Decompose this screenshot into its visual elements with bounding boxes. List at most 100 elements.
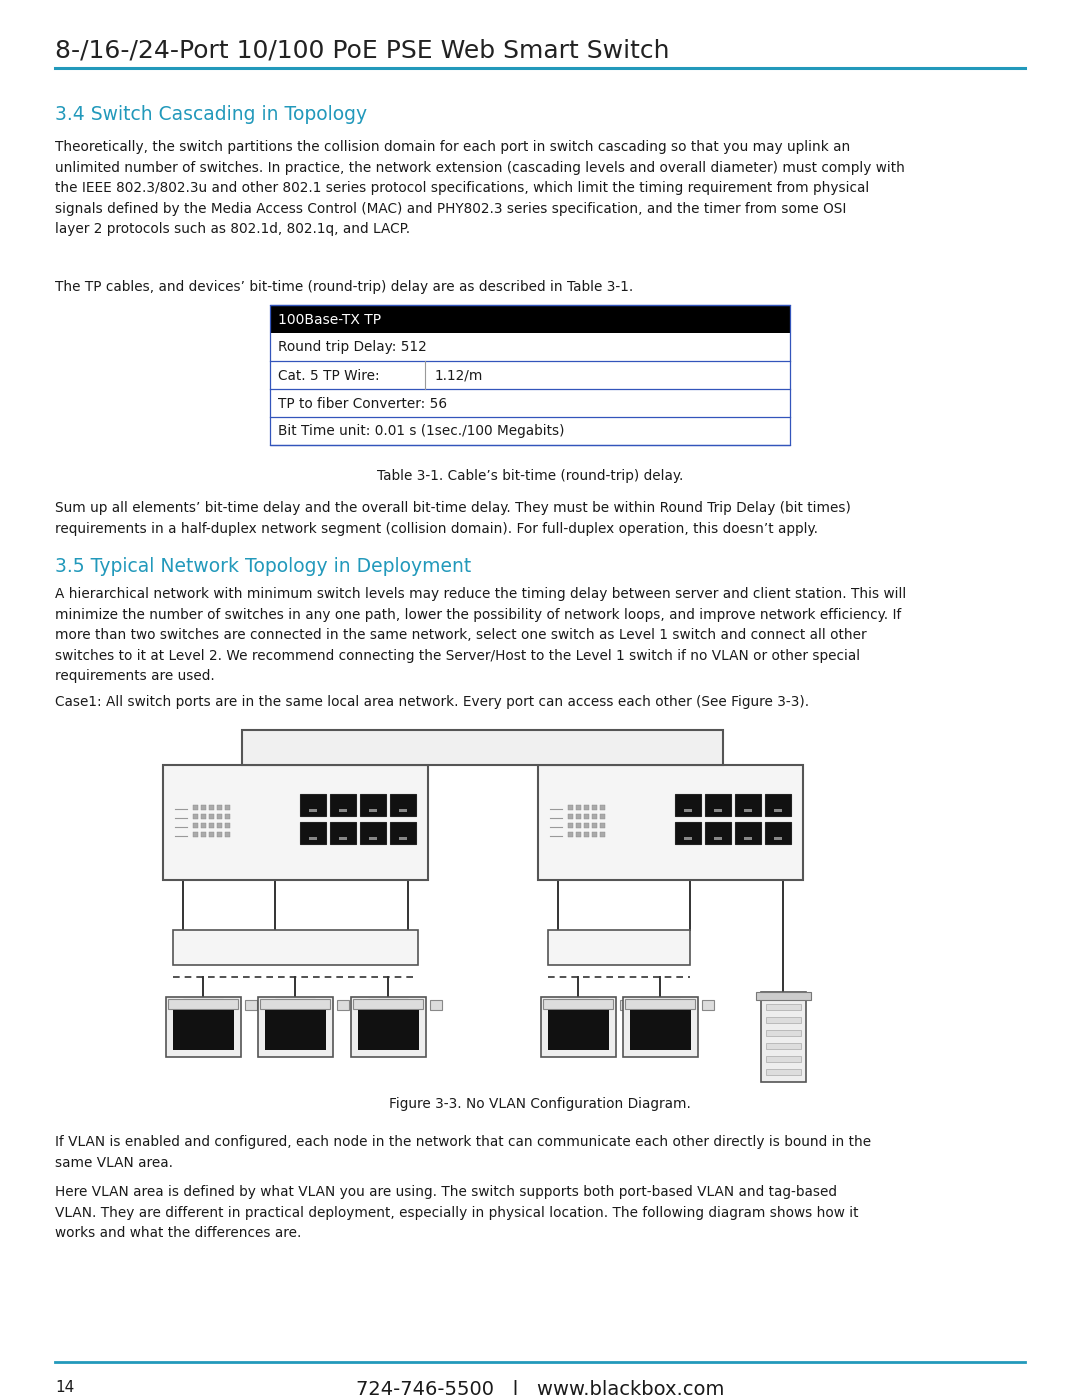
Text: Bit Time unit: 0.01 s (1sec./100 Megabits): Bit Time unit: 0.01 s (1sec./100 Megabit…	[278, 425, 565, 439]
Bar	[192, 823, 198, 827]
Bar	[583, 805, 589, 809]
Bar	[572, 1004, 582, 1017]
Bar	[357, 1010, 419, 1051]
Bar	[274, 999, 314, 1007]
Text: Theoretically, the switch partitions the collision domain for each port in switc: Theoretically, the switch partitions the…	[55, 140, 905, 236]
Bar	[766, 1017, 800, 1023]
Bar	[576, 831, 581, 837]
Bar	[540, 997, 616, 1058]
Bar	[705, 821, 731, 844]
Bar	[714, 837, 723, 840]
Bar	[735, 821, 761, 844]
Bar	[270, 332, 789, 360]
Text: 3.5 Typical Network Topology in Deployment: 3.5 Typical Network Topology in Deployme…	[55, 557, 471, 576]
Bar	[259, 999, 329, 1009]
Bar	[390, 793, 416, 816]
Text: 1.12/m: 1.12/m	[435, 369, 484, 383]
Bar	[367, 999, 407, 1007]
Bar	[257, 997, 333, 1058]
Bar	[390, 821, 416, 844]
Bar	[592, 813, 596, 819]
Bar	[766, 1044, 800, 1049]
Bar	[192, 813, 198, 819]
Text: Round trip Delay: 512: Round trip Delay: 512	[278, 341, 427, 355]
Bar	[216, 831, 221, 837]
Bar	[567, 823, 572, 827]
Bar	[685, 809, 692, 812]
Bar	[744, 809, 753, 812]
Bar	[675, 793, 701, 816]
Bar	[270, 360, 789, 388]
Bar	[244, 1000, 257, 1010]
Bar	[567, 805, 572, 809]
Text: Table 3-1. Cable’s bit-time (round-trip) delay.: Table 3-1. Cable’s bit-time (round-trip)…	[377, 469, 684, 483]
Bar	[192, 805, 198, 809]
Bar	[339, 809, 348, 812]
Bar	[216, 805, 221, 809]
Bar	[300, 793, 326, 816]
Bar	[339, 837, 348, 840]
Bar	[766, 1030, 800, 1037]
Bar	[208, 823, 214, 827]
Text: Figure 3-3. No VLAN Configuration Diagram.: Figure 3-3. No VLAN Configuration Diagra…	[389, 1097, 691, 1111]
Bar	[208, 831, 214, 837]
Bar	[702, 1000, 714, 1010]
Bar	[369, 837, 377, 840]
Text: 3.4 Switch Cascading in Topology: 3.4 Switch Cascading in Topology	[55, 105, 367, 124]
Bar	[400, 837, 407, 840]
Text: 14: 14	[55, 1380, 75, 1396]
Bar	[309, 809, 318, 812]
Bar	[382, 1004, 392, 1017]
Bar	[766, 821, 792, 844]
Bar	[599, 823, 605, 827]
Bar	[361, 793, 387, 816]
Bar	[576, 805, 581, 809]
Bar	[576, 823, 581, 827]
Bar	[289, 1004, 299, 1017]
Bar	[225, 813, 229, 819]
Text: Case1: All switch ports are in the same local area network. Every port can acces: Case1: All switch ports are in the same …	[55, 694, 809, 710]
Bar	[766, 1056, 800, 1062]
Bar	[640, 999, 680, 1007]
Bar	[270, 388, 789, 416]
Bar	[201, 813, 205, 819]
Bar	[265, 1010, 325, 1051]
Bar	[714, 809, 723, 812]
Bar	[548, 930, 690, 965]
Text: The TP cables, and devices’ bit-time (round-trip) delay are as described in Tabl: The TP cables, and devices’ bit-time (ro…	[55, 279, 633, 293]
Text: Sum up all elements’ bit-time delay and the overall bit-time delay. They must be: Sum up all elements’ bit-time delay and …	[55, 502, 851, 535]
Text: If VLAN is enabled and configured, each node in the network that can communicate: If VLAN is enabled and configured, each …	[55, 1134, 872, 1169]
Bar	[361, 821, 387, 844]
Bar	[623, 997, 698, 1058]
Bar	[557, 999, 597, 1007]
Bar	[774, 809, 782, 812]
Bar	[225, 805, 229, 809]
Bar	[774, 837, 782, 840]
Bar	[630, 1010, 691, 1051]
Bar	[654, 1004, 665, 1017]
Bar	[216, 823, 221, 827]
Bar	[567, 813, 572, 819]
Bar	[620, 1000, 632, 1010]
Bar	[201, 805, 205, 809]
Bar	[192, 831, 198, 837]
Bar	[705, 793, 731, 816]
Bar	[173, 930, 418, 965]
Bar	[225, 831, 229, 837]
Text: 724-746-5500   l   www.blackbox.com: 724-746-5500 l www.blackbox.com	[355, 1380, 725, 1397]
Bar	[270, 305, 789, 332]
Bar	[567, 831, 572, 837]
Bar	[583, 831, 589, 837]
Bar	[330, 793, 356, 816]
Bar	[760, 992, 806, 1083]
Text: A hierarchical network with minimum switch levels may reduce the timing delay be: A hierarchical network with minimum swit…	[55, 587, 906, 683]
Bar	[592, 831, 596, 837]
Bar	[162, 766, 428, 880]
Bar	[183, 999, 222, 1007]
Bar	[735, 793, 761, 816]
Bar	[309, 837, 318, 840]
Bar	[766, 1069, 800, 1076]
Bar	[225, 823, 229, 827]
Bar	[400, 809, 407, 812]
Bar	[583, 813, 589, 819]
